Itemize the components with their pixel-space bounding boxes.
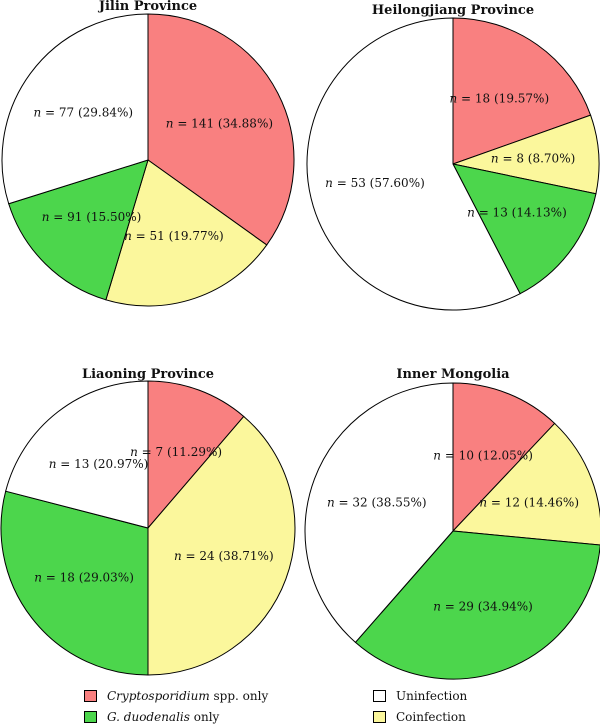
pie-slice-inner-mongolia-coinfection bbox=[451, 422, 600, 546]
pie-inner-mongolia: Inner Mongolia n = 10 (12.05%) n = 12 (14.… bbox=[304, 367, 600, 680]
pie-label-inner-mongolia-coinfection: n = 12 (14.46%) bbox=[479, 495, 579, 509]
pie-slice-inner-mongolia-uninfection bbox=[304, 382, 454, 644]
pie-slice-inner-mongolia-giardia bbox=[354, 530, 600, 680]
legend-item-cryptosporidium: Cryptosporidium spp. only bbox=[84, 689, 268, 703]
pie-label-inner-mongolia-uninfection: n = 32 (38.55%) bbox=[327, 495, 427, 509]
pie-slice-heilongjiang-province-uninfection bbox=[306, 17, 521, 311]
legend-swatch-cryptosporidium bbox=[84, 690, 97, 702]
legend-item-giardia: G. duodenalis only bbox=[84, 710, 219, 724]
pie-slice-liaoning-province-cryptosporidium bbox=[147, 380, 245, 530]
pie-label-jilin-province-giardia: n = 91 (15.50%) bbox=[42, 210, 142, 224]
pie-heilongjiang-province: Heilongjiang Province n = 18 (19.57%) n = … bbox=[306, 3, 600, 311]
pie-title-jilin-province: Jilin Province bbox=[98, 0, 197, 14]
pie-label-jilin-province-uninfection: n = 77 (29.84%) bbox=[33, 105, 133, 119]
pie-slice-jilin-province-cryptosporidium bbox=[147, 13, 295, 246]
pie-slice-jilin-province-uninfection bbox=[1, 13, 149, 205]
legend-swatch-uninfection bbox=[373, 690, 386, 702]
pie-label-liaoning-province-giardia: n = 18 (29.03%) bbox=[34, 570, 134, 584]
pie-label-inner-mongolia-cryptosporidium: n = 10 (12.05%) bbox=[433, 448, 533, 462]
legend-item-coinfection: Coinfection bbox=[373, 710, 466, 724]
pie-slice-heilongjiang-province-cryptosporidium bbox=[452, 17, 592, 165]
pie-liaoning-province: Liaoning Province n = 7 (11.29%) n = 24 (3… bbox=[0, 367, 296, 676]
pie-label-heilongjiang-province-cryptosporidium: n = 18 (19.57%) bbox=[450, 91, 550, 105]
legend-swatch-giardia bbox=[84, 711, 97, 723]
pie-label-heilongjiang-province-coinfection: n = 8 (8.70%) bbox=[491, 152, 575, 166]
pie-slice-liaoning-province-uninfection bbox=[5, 380, 149, 529]
legend-label-coinfection: Coinfection bbox=[396, 710, 466, 724]
pie-label-jilin-province-cryptosporidium: n = 141 (34.88%) bbox=[166, 116, 273, 130]
pie-slice-liaoning-province-giardia bbox=[0, 490, 149, 676]
pie-label-inner-mongolia-giardia: n = 29 (34.94%) bbox=[433, 600, 533, 614]
legend-label-uninfection: Uninfection bbox=[396, 689, 468, 703]
pie-slice-liaoning-province-coinfection bbox=[147, 415, 296, 676]
pie-label-jilin-province-coinfection: n = 51 (19.77%) bbox=[124, 229, 224, 243]
pie-label-heilongjiang-province-giardia: n = 13 (14.13%) bbox=[467, 206, 567, 220]
pie-slice-inner-mongolia-cryptosporidium bbox=[452, 382, 556, 533]
pie-title-inner-mongolia: Inner Mongolia bbox=[396, 367, 510, 382]
pie-title-liaoning-province: Liaoning Province bbox=[82, 367, 214, 382]
pie-label-liaoning-province-cryptosporidium: n = 7 (11.29%) bbox=[130, 445, 222, 459]
legend-swatch-coinfection bbox=[373, 711, 386, 723]
pie-title-heilongjiang-province: Heilongjiang Province bbox=[372, 3, 534, 18]
legend-item-uninfection: Uninfection bbox=[373, 689, 467, 703]
pie-label-liaoning-province-uninfection: n = 13 (20.97%) bbox=[49, 457, 149, 471]
pie-label-heilongjiang-province-uninfection: n = 53 (57.60%) bbox=[325, 176, 425, 190]
pie-slice-jilin-province-coinfection bbox=[105, 159, 268, 307]
legend-label-cryptosporidium: Cryptosporidium spp. only bbox=[107, 689, 269, 703]
pie-slice-jilin-province-giardia bbox=[8, 159, 149, 301]
pie-jilin-province: Jilin Province n = 141 (34.88%) n = 51 (19… bbox=[1, 0, 295, 307]
pie-slice-heilongjiang-province-giardia bbox=[452, 163, 597, 295]
legend-label-giardia: G. duodenalis only bbox=[107, 710, 220, 724]
pie-label-liaoning-province-coinfection: n = 24 (38.71%) bbox=[174, 549, 274, 563]
